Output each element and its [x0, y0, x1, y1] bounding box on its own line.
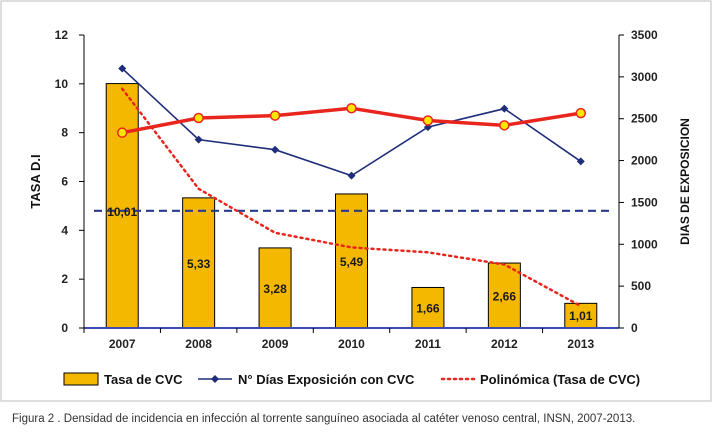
legend-days-marker — [211, 375, 219, 383]
left-tick-label: 4 — [61, 223, 68, 237]
days-point-2008 — [194, 135, 203, 144]
x-tick-label: 2007 — [109, 337, 136, 351]
red-line-point-2012 — [499, 120, 510, 131]
left-tick-label: 8 — [61, 126, 68, 140]
days-point-2009 — [271, 145, 280, 154]
bar-data-label: 3,28 — [263, 282, 287, 296]
x-tick-label: 2011 — [415, 337, 441, 351]
left-tick-label: 12 — [55, 28, 69, 42]
left-tick-label: 0 — [61, 321, 68, 335]
polynomial-trendline — [120, 87, 583, 308]
y2-axis-title: DIAS DE EXPOSICION — [678, 118, 692, 245]
right-tick-label: 3000 — [631, 70, 658, 84]
days-point-2013 — [576, 157, 585, 166]
red-line-point-2007 — [116, 127, 128, 138]
bar-2011 — [411, 286, 445, 329]
left-tick-label: 2 — [61, 272, 68, 286]
right-tick-label: 2000 — [631, 154, 658, 168]
left-tick-label: 10 — [55, 77, 69, 91]
x-tick-label: 2009 — [262, 337, 289, 351]
figure-caption: Figura 2 . Densidad de incidencia en inf… — [12, 413, 636, 425]
red-line-point-2010 — [346, 103, 357, 114]
legend-poly-label: Polinómica (Tasa de CVC) — [480, 372, 640, 387]
x-tick-label: 2008 — [185, 337, 212, 351]
right-tick-label: 1500 — [631, 195, 658, 209]
plot-area: 10,01 5,33 3,28 5,49 1,66 2,66 1,01 0 2 4 6 8 10 12 0 5… — [28, 28, 692, 351]
y-axis-title: TASA D.I — [28, 154, 43, 208]
legend-bar-swatch — [63, 372, 99, 386]
days-point-2010 — [347, 171, 356, 180]
red-line-point-2009 — [269, 110, 281, 121]
bar-data-label: 5,33 — [187, 257, 211, 271]
right-tick-label: 0 — [631, 321, 638, 335]
bar-2007 — [105, 83, 139, 329]
right-tick-label: 500 — [631, 279, 651, 293]
days-point-2012 — [500, 104, 509, 113]
bar-2013 — [564, 302, 598, 329]
bar-data-label: 10,01 — [107, 205, 137, 219]
x-tick-label: 2012 — [491, 337, 518, 351]
x-tick-label: 2010 — [338, 337, 365, 351]
left-tick-label: 6 — [61, 175, 68, 189]
right-tick-label: 1000 — [631, 237, 658, 251]
legend-bar-label: Tasa de CVC — [104, 372, 183, 387]
bar-2008 — [182, 197, 216, 329]
legend: Tasa de CVC N° Días Exposición con CVC Pol… — [63, 372, 640, 387]
bar-data-label: 1,01 — [569, 309, 593, 323]
bar-data-label: 1,66 — [416, 302, 440, 316]
right-tick-label: 3500 — [631, 28, 658, 42]
red-line-point-2008 — [193, 112, 204, 124]
red-line-point-2011 — [422, 115, 434, 126]
right-tick-label: 2500 — [631, 112, 658, 126]
legend-days-label: N° Días Exposición con CVC — [238, 372, 415, 387]
days-point-2007 — [118, 64, 127, 73]
x-tick-label: 2013 — [567, 337, 594, 351]
bar-data-label: 2,66 — [493, 290, 517, 304]
red-line-point-2013 — [575, 107, 587, 119]
bar-data-label: 5,49 — [340, 255, 364, 269]
bar-2009 — [258, 247, 292, 329]
